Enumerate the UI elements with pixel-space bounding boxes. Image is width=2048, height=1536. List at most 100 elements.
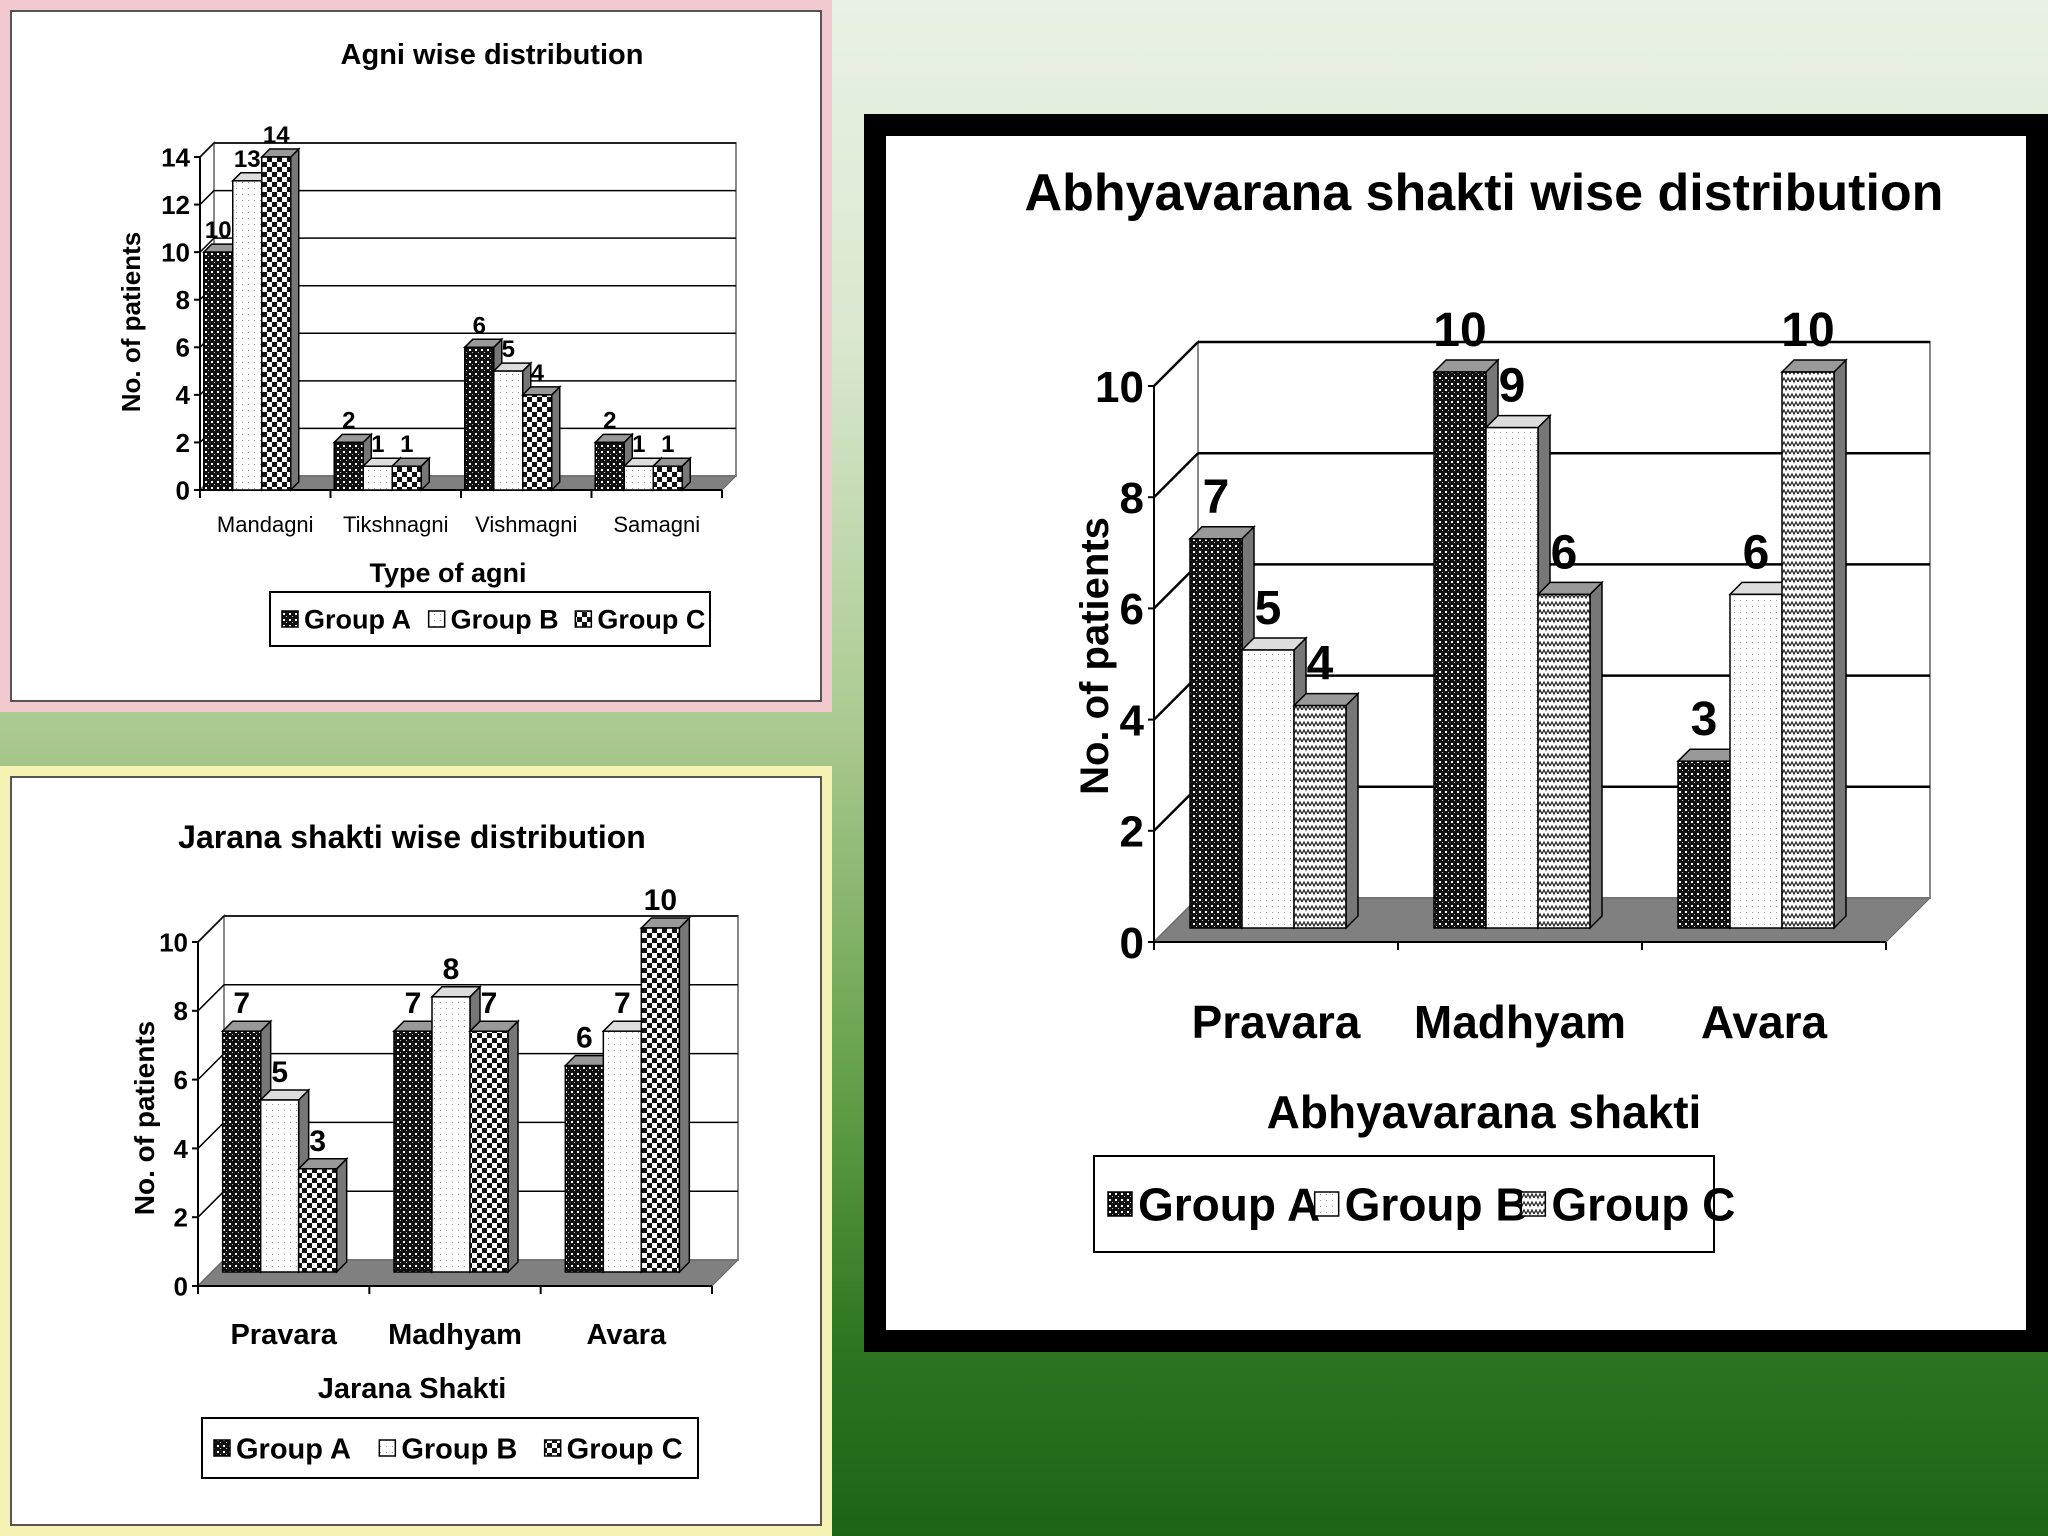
data-label: 3: [309, 1125, 326, 1158]
data-label: 10: [644, 884, 677, 917]
bar-group-c-avara-side: [679, 918, 689, 1272]
x-tick-label: Mandagni: [217, 512, 314, 537]
chart-title: Agni wise distribution: [341, 39, 644, 71]
y-tick-label: 6: [174, 1065, 188, 1095]
y-tick-label: 8: [176, 285, 190, 315]
data-label: 9: [1499, 360, 1526, 413]
data-label: 4: [531, 360, 545, 387]
legend-swatch: [1521, 1192, 1545, 1216]
y-tick-label: 12: [161, 190, 190, 220]
bar-group-a-pravara-top: [1190, 527, 1254, 539]
bar-group-b-avara: [1730, 594, 1782, 928]
y-axis-label: No. of patients: [1073, 517, 1117, 795]
bar-group-c-tikshnagni: [392, 466, 421, 490]
bar-group-c-mandagni: [262, 157, 291, 490]
legend-swatch: [575, 611, 591, 627]
bar-group-b-madhyam-top: [1486, 416, 1550, 428]
bar-group-a-pravara: [223, 1031, 261, 1272]
plot-side-wall: [198, 916, 224, 1286]
chart-title: Abhyavarana shakti wise distribution: [1025, 164, 1944, 222]
bar-group-c-pravara: [1294, 706, 1346, 928]
y-tick-label: 4: [174, 1134, 189, 1164]
x-axis-label: Type of agni: [369, 558, 526, 588]
data-label: 7: [1203, 471, 1230, 524]
data-label: 5: [271, 1056, 288, 1089]
y-tick-label: 10: [161, 238, 190, 268]
legend-label: Group C: [597, 605, 705, 635]
bar-group-c-mandagni-side: [291, 149, 299, 490]
bar-group-c-madhyam-top: [1538, 582, 1602, 594]
bar-group-a-avara: [1678, 761, 1730, 928]
agni-chart: Agni wise distribution02468101214101314M…: [12, 12, 820, 700]
x-axis-label: Jarana Shakti: [318, 1373, 507, 1405]
bar-group-c-pravara-side: [337, 1159, 347, 1272]
data-label: 1: [400, 431, 413, 458]
legend-label: Group B: [451, 605, 559, 635]
x-axis-label: Abhyavarana shakti: [1267, 1086, 1702, 1138]
data-label: 10: [1433, 304, 1486, 357]
y-axis-label: No. of patients: [129, 1021, 160, 1215]
bar-group-c-pravara-top: [1294, 694, 1358, 706]
bar-group-c-pravara-side: [1346, 694, 1358, 928]
y-tick-label: 0: [176, 475, 190, 505]
data-label: 8: [443, 953, 460, 986]
data-label: 7: [481, 987, 498, 1020]
bar-group-b-madhyam: [432, 997, 470, 1272]
bar-group-c-madhyam-side: [508, 1021, 518, 1272]
bar-group-b-pravara: [261, 1100, 299, 1272]
bar-group-c-samagni: [653, 466, 682, 490]
y-tick-label: 8: [174, 996, 188, 1026]
bar-group-c-madhyam: [1538, 594, 1590, 928]
x-tick-label: Pravara: [230, 1319, 337, 1351]
data-label: 6: [1551, 526, 1578, 579]
data-label: 10: [1781, 304, 1834, 357]
jarana-chart: Jarana shakti wise distribution 0 2 4 6 8 10 7 5…: [12, 778, 820, 1524]
bar-group-a-tikshnagni: [334, 442, 363, 490]
legend-label: Group A: [236, 1433, 351, 1465]
legend-label: Group C: [1551, 1179, 1735, 1231]
bar-group-c-pravara: [299, 1169, 337, 1272]
legend-swatch: [214, 1440, 230, 1456]
data-label: 6: [1743, 526, 1770, 579]
data-label: 6: [576, 1022, 593, 1055]
data-label: 5: [502, 336, 515, 363]
x-tick-label: Samagni: [613, 512, 700, 537]
data-label: 3: [1691, 693, 1718, 746]
legend-swatch: [545, 1440, 561, 1456]
x-tick-label: Madhyam: [388, 1319, 522, 1351]
bar-group-b-mandagni: [233, 181, 262, 490]
legend-swatch: [429, 611, 445, 627]
data-label: 2: [342, 407, 355, 434]
legend-label: Group A: [1138, 1179, 1320, 1231]
y-tick-label: 6: [176, 333, 190, 363]
legend-label: Group B: [401, 1433, 517, 1465]
x-tick-label: Avara: [587, 1319, 667, 1351]
abhyavarana-chart-panel: Abhyavarana shakti wise distribution 0 2 4 6…: [864, 114, 2048, 1352]
legend-swatch: [379, 1440, 395, 1456]
data-label: 1: [661, 431, 674, 458]
bar-group-b-madhyam: [1486, 428, 1538, 928]
abhyavarana-chart: Abhyavarana shakti wise distribution 0 2 4 6…: [886, 136, 2026, 1330]
legend-label: Group C: [567, 1433, 683, 1465]
x-tick-label: Pravara: [1192, 996, 1361, 1048]
bar-group-c-madhyam: [470, 1031, 508, 1272]
data-label: 4: [1307, 638, 1334, 691]
x-tick-label: Madhyam: [1414, 996, 1626, 1048]
bar-group-b-pravara: [1242, 650, 1294, 928]
y-axis-label: No. of patients: [116, 232, 146, 413]
bar-group-b-pravara-top: [1242, 638, 1306, 650]
bar-group-a-madhyam-top: [1434, 360, 1498, 372]
data-label: 7: [405, 987, 422, 1020]
bar-group-c-vishmagni: [523, 395, 552, 490]
data-label: 14: [263, 122, 290, 149]
data-label: 1: [371, 431, 384, 458]
bar-group-a-avara: [565, 1066, 603, 1272]
data-label: 13: [234, 146, 261, 173]
y-tick-label: 2: [1120, 808, 1144, 857]
x-tick-label: Avara: [1701, 996, 1828, 1048]
data-label: 6: [473, 312, 486, 339]
y-tick-label: 8: [1120, 474, 1144, 523]
data-label: 5: [1255, 582, 1282, 635]
data-label: 2: [603, 407, 616, 434]
bar-group-c-avara: [1782, 372, 1834, 928]
